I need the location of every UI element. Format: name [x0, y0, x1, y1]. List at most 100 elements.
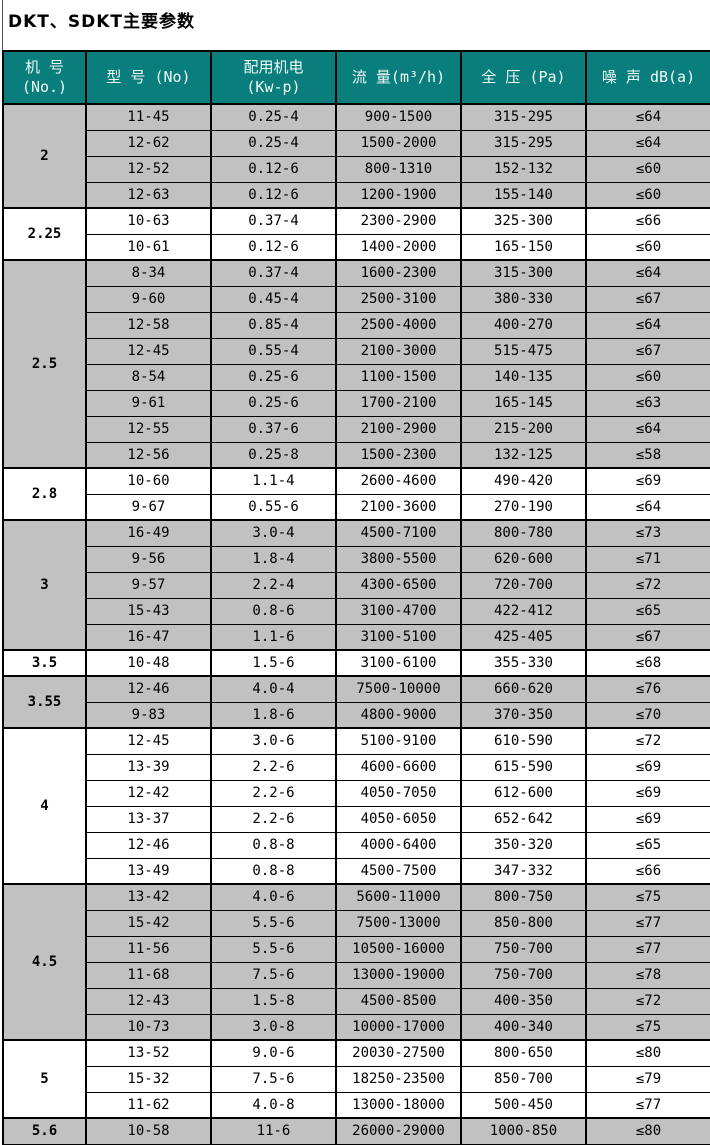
cell-model: 11-56 — [85, 935, 212, 963]
cell-motor_power: 0.12-6 — [210, 181, 337, 209]
col-header-line: 噪 声 dB(a) — [601, 67, 696, 86]
table-row: 12-52 0.12-6 800-1310 152-132 ≤60 — [3, 155, 710, 183]
cell-total_pressure: 720-700 — [460, 571, 587, 599]
cell-model: 13-39 — [85, 753, 212, 781]
cell-model: 10-60 — [85, 467, 212, 495]
cell-flow_rate: 4500-7500 — [335, 857, 462, 885]
spec-table-header: 机 号 (No.) 型 号 (No) 配用机电 (Kw-p) 流 量(m³/h) 全 压 (… — [2, 50, 710, 105]
cell-flow_rate: 4300-6500 — [335, 571, 462, 599]
cell-total_pressure: 347-332 — [460, 857, 587, 885]
cell-total_pressure: 610-590 — [460, 727, 587, 755]
page-title: DKT、SDKT主要参数 — [8, 12, 196, 32]
spec-table: 机 号 (No.) 型 号 (No) 配用机电 (Kw-p) 流 量(m³/h) 全 压 (… — [2, 50, 710, 1145]
machine-no-cell: 5.6 — [2, 1117, 87, 1145]
cell-motor_power: 0.8-8 — [210, 831, 337, 859]
table-row: 11-56 5.5-6 10500-16000 750-700 ≤77 — [3, 935, 710, 963]
cell-model: 12-55 — [85, 415, 212, 443]
cell-motor_power: 0.25-4 — [210, 129, 337, 157]
cell-model: 15-43 — [85, 597, 212, 625]
cell-motor_power: 1.5-6 — [210, 649, 337, 677]
cell-model: 9-56 — [85, 545, 212, 573]
cell-total_pressure: 155-140 — [460, 181, 587, 209]
cell-motor_power: 0.8-6 — [210, 597, 337, 625]
table-row: 9-56 1.8-4 3800-5500 620-600 ≤71 — [3, 545, 710, 573]
table-row: 12-56 0.25-8 1500-2300 132-125 ≤58 — [3, 441, 710, 469]
cell-motor_power: 3.0-6 — [210, 727, 337, 755]
cell-model: 12-43 — [85, 987, 212, 1015]
cell-motor_power: 4.0-6 — [210, 883, 337, 911]
cell-flow_rate: 10000-17000 — [335, 1013, 462, 1041]
cell-flow_rate: 5600-11000 — [335, 883, 462, 911]
cell-flow_rate: 4000-6400 — [335, 831, 462, 859]
table-row: 11-62 4.0-8 13000-18000 500-450 ≤77 — [3, 1091, 710, 1119]
header-row: 机 号 (No.) 型 号 (No) 配用机电 (Kw-p) 流 量(m³/h) 全 压 (… — [2, 50, 710, 105]
cell-motor_power: 0.37-4 — [210, 259, 337, 287]
cell-flow_rate: 3100-4700 — [335, 597, 462, 625]
cell-flow_rate: 10500-16000 — [335, 935, 462, 963]
col-header-line: 配用机电 — [243, 58, 304, 76]
cell-motor_power: 5.5-6 — [210, 909, 337, 937]
cell-total_pressure: 750-700 — [460, 935, 587, 963]
machine-no-cell: 3.55 — [2, 675, 87, 729]
cell-noise: ≤67 — [585, 623, 710, 651]
table-row: 9-61 0.25-6 1700-2100 165-145 ≤63 — [3, 389, 710, 417]
cell-model: 9-83 — [85, 701, 212, 729]
cell-flow_rate: 2100-3000 — [335, 337, 462, 365]
cell-noise: ≤75 — [585, 1013, 710, 1041]
cell-total_pressure: 800-780 — [460, 519, 587, 547]
cell-flow_rate: 1500-2300 — [335, 441, 462, 469]
cell-motor_power: 1.8-6 — [210, 701, 337, 729]
table-row: 3.55 12-46 4.0-4 7500-10000 660-620 ≤76 — [2, 675, 710, 729]
cell-noise: ≤75 — [585, 883, 710, 911]
cell-motor_power: 2.2-6 — [210, 779, 337, 807]
cell-model: 12-42 — [85, 779, 212, 807]
cell-model: 13-37 — [85, 805, 212, 833]
cell-noise: ≤80 — [585, 1117, 710, 1145]
table-row: 2.8 10-60 1.1-4 2600-4600 490-420 ≤69 — [2, 467, 710, 521]
cell-motor_power: 9.0-6 — [210, 1039, 337, 1067]
cell-noise: ≤60 — [585, 363, 710, 391]
table-row: 16-47 1.1-6 3100-5100 425-405 ≤67 — [3, 623, 710, 651]
cell-flow_rate: 1500-2000 — [335, 129, 462, 157]
cell-model: 13-42 — [85, 883, 212, 911]
cell-noise: ≤76 — [585, 675, 710, 703]
cell-total_pressure: 500-450 — [460, 1091, 587, 1119]
cell-total_pressure: 315-295 — [460, 129, 587, 157]
cell-flow_rate: 2100-2900 — [335, 415, 462, 443]
col-header-line: 型 号 (No) — [106, 67, 191, 86]
cell-flow_rate: 26000-29000 — [335, 1117, 462, 1145]
cell-noise: ≤63 — [585, 389, 710, 417]
cell-model: 10-61 — [85, 233, 212, 261]
cell-total_pressure: 1000-850 — [460, 1117, 587, 1145]
cell-motor_power: 4.0-4 — [210, 675, 337, 703]
cell-model: 12-46 — [85, 675, 212, 703]
cell-total_pressure: 132-125 — [460, 441, 587, 469]
table-row: 12-63 0.12-6 1200-1900 155-140 ≤60 — [3, 181, 710, 209]
cell-total_pressure: 515-475 — [460, 337, 587, 365]
cell-motor_power: 1.5-8 — [210, 987, 337, 1015]
table-row: 2.25 10-63 0.37-4 2300-2900 325-300 ≤66 — [2, 207, 710, 261]
cell-motor_power: 1.1-4 — [210, 467, 337, 495]
cell-motor_power: 0.37-6 — [210, 415, 337, 443]
cell-motor_power: 0.12-6 — [210, 155, 337, 183]
cell-total_pressure: 425-405 — [460, 623, 587, 651]
col-header-line: (No.) — [21, 77, 68, 96]
col-header-line: (Kw-p) — [246, 77, 301, 96]
table-row: 9-57 2.2-4 4300-6500 720-700 ≤72 — [3, 571, 710, 599]
cell-model: 12-45 — [85, 337, 212, 365]
cell-model: 9-67 — [85, 493, 212, 521]
table-row: 15-43 0.8-6 3100-4700 422-412 ≤65 — [3, 597, 710, 625]
cell-flow_rate: 1100-1500 — [335, 363, 462, 391]
cell-noise: ≤64 — [585, 129, 710, 157]
cell-model: 9-57 — [85, 571, 212, 599]
cell-motor_power: 0.25-6 — [210, 363, 337, 391]
cell-model: 11-62 — [85, 1091, 212, 1119]
cell-motor_power: 1.1-6 — [210, 623, 337, 651]
machine-no-cell: 4.5 — [2, 883, 87, 1041]
table-row: 13-49 0.8-8 4500-7500 347-332 ≤66 — [3, 857, 710, 885]
cell-total_pressure: 652-642 — [460, 805, 587, 833]
cell-noise: ≤72 — [585, 987, 710, 1015]
cell-motor_power: 3.0-4 — [210, 519, 337, 547]
col-header-flow-rate: 流 量(m³/h) — [335, 50, 462, 105]
table-row: 11-68 7.5-6 13000-19000 750-700 ≤78 — [3, 961, 710, 989]
